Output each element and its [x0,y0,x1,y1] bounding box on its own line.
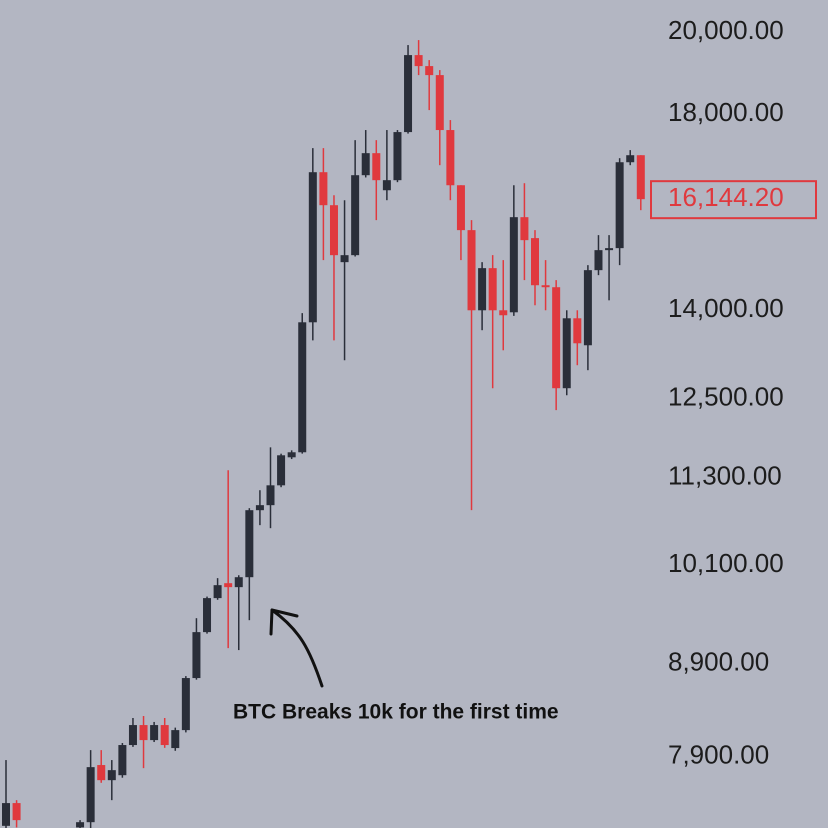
candle-body [86,767,95,823]
candle-body [562,318,571,389]
candle-body [171,730,180,749]
annotation-arrow [269,608,324,688]
candle-body [181,678,190,731]
candle-body [76,822,85,828]
candle-body [287,452,296,458]
y-tick-label: 12,500.00 [668,382,784,412]
candle-body [150,725,159,741]
candle-body [234,577,243,588]
candle-body [224,583,233,588]
candle-body [467,230,476,311]
candle-body [118,745,127,776]
y-tick-label: 8,900.00 [668,647,769,677]
candle-body [594,250,603,271]
candle-body [435,75,444,131]
candle-body [361,153,370,176]
candle-body [213,585,222,599]
candle-body [245,510,254,578]
candle-body [393,132,402,181]
y-tick-label: 11,300.00 [668,460,782,490]
candle-body [446,130,455,186]
last-price-label: 16,144.20 [668,182,784,212]
candle-body [520,217,529,241]
candle-body [499,310,508,316]
candle-body [107,770,116,781]
candle-body [203,598,212,633]
y-tick-label: 20,000.00 [668,15,784,45]
candle-body [573,318,582,344]
candle-body [583,270,592,346]
candle-body [372,153,381,181]
candle-body [160,725,169,746]
candle-body [488,268,497,311]
annotation: BTC Breaks 10k for the first time [233,701,559,724]
candle-body [605,248,614,251]
candle-body [509,217,518,313]
candle-body [255,505,264,511]
candle-body [139,725,148,741]
candle-body [404,55,413,133]
candle-body [552,287,561,389]
candle-body [308,172,317,323]
candle-body [478,268,487,311]
candle-body [456,185,465,231]
candle-body [351,175,360,256]
candle-body [277,455,286,486]
y-tick-label: 18,000.00 [668,97,784,127]
candle-body [541,285,550,288]
candle-body [192,632,201,679]
candle-body [97,765,106,781]
candle-body [425,66,434,76]
candle-body [266,485,275,506]
candle-body [298,322,307,453]
candle-body [12,803,21,821]
y-tick-label: 10,100.00 [668,548,784,578]
candle-body [636,155,645,200]
candle-body [128,725,137,746]
candle-body [626,155,635,163]
candle-body [615,162,624,249]
candle-body [329,205,338,256]
candle-body [414,55,423,67]
last-price-box [650,180,817,220]
candle-body [2,803,10,826]
candle-body [382,180,391,191]
candle-body [531,238,539,286]
y-tick-label: 7,900.00 [668,740,769,770]
candle-body [319,172,328,206]
y-tick-label: 14,000.00 [668,293,784,323]
candle-body [340,255,349,263]
